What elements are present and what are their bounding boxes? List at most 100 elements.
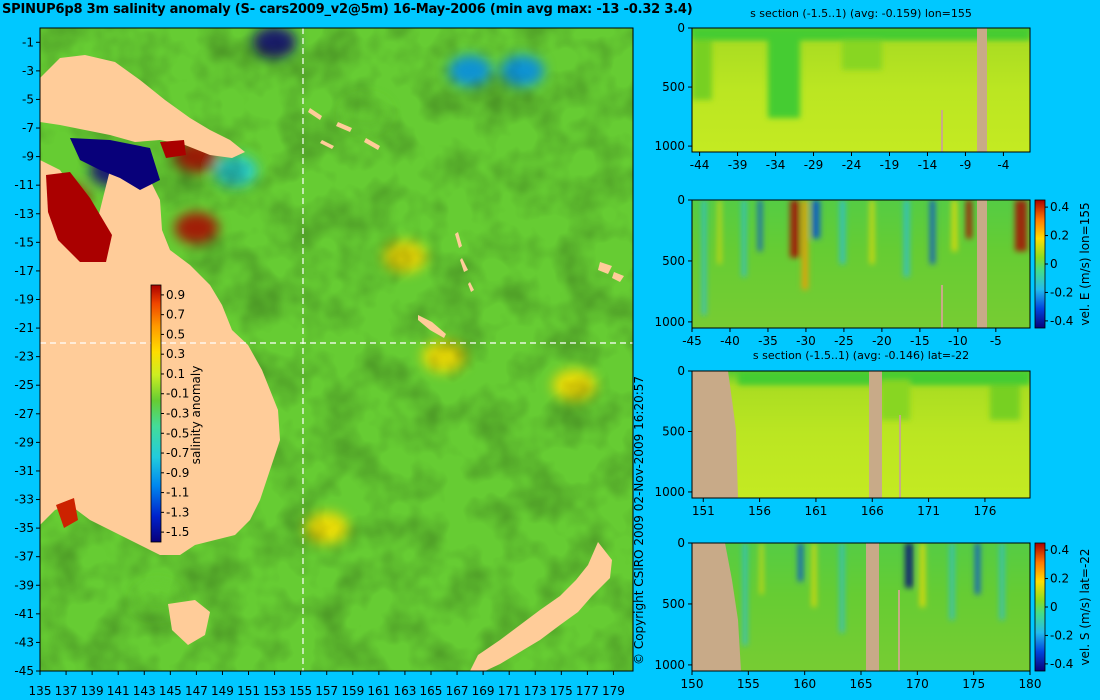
section-velE-lon155-colorbar-tick-label: -0.2	[1050, 285, 1073, 299]
section-velS-lat-22-x-tick-label: 175	[962, 677, 985, 691]
map-y-tick-label: -35	[14, 521, 34, 535]
section-velE-lon155-x-tick-label: -35	[758, 334, 778, 348]
section-velS-lat-22-x-tick-label: 150	[681, 677, 704, 691]
velocity-streak	[758, 200, 762, 252]
tasmania-landmass	[168, 600, 210, 645]
spencer-gulf-high-anomaly	[56, 498, 78, 528]
section-velS-lat-22-panel: 150 155 160 165 170 175 180 0 500 1000 0.4 0.2 0 -0.…	[654, 536, 1092, 691]
velocity-streak	[920, 543, 925, 607]
velocity-streak	[840, 200, 845, 264]
map-colorbar-tick-label: -1.5	[166, 525, 189, 539]
section-velE-lon155-colorbar-tick-label: 0.2	[1050, 229, 1069, 243]
map-panel: 135 137 139 141 143 145 147 149 151 153 155 157 159 1…	[14, 27, 634, 698]
copyright-notice: © Copyright CSIRO 2009 02-Nov-2009 16:20…	[632, 376, 646, 665]
section-salinity-lat-22-frame	[691, 370, 1031, 499]
section-salinity-lat-22-land-strip	[899, 415, 901, 498]
section-velS-colorbar-ticks: 0.4 0.2 0 -0.2 -0.4	[1045, 543, 1073, 671]
map-colorbar-tick-label: -0.9	[166, 466, 189, 480]
map-y-tick-label: -41	[14, 607, 34, 621]
section-salinity-lat-22-land-central	[869, 371, 882, 498]
section-velS-lat-22-x-tick-label: 155	[737, 677, 760, 691]
section-salinity-lon155-land	[977, 28, 987, 152]
new-caledonia-landmass	[418, 315, 446, 338]
gulf-papua-high-anomaly	[160, 140, 186, 158]
map-colorbar-tick-label: -0.5	[166, 426, 189, 440]
map-x-tick-label: 139	[81, 684, 104, 698]
gulf-papua-low-anomaly	[70, 138, 160, 190]
map-x-tick-label: 149	[211, 684, 234, 698]
velocity-streak	[742, 200, 746, 277]
velocity-streak	[1015, 200, 1027, 252]
map-x-tick-label: 163	[393, 684, 416, 698]
map-y-tick-label: -19	[14, 292, 34, 306]
map-x-tick-label: 135	[29, 684, 52, 698]
section-salinity-lon155-panel: s section (-1.5..1) (avg: -0.159) lon=15…	[654, 7, 1031, 172]
section-salinity-lat-22-x-tick-label: 171	[917, 504, 940, 518]
map-x-tick-label: 179	[602, 684, 625, 698]
map-x-tick-label: 153	[263, 684, 286, 698]
section-salinity-lat-22-x-tick-label: 176	[973, 504, 996, 518]
map-colorbar-tick-label: -1.3	[166, 505, 189, 519]
section-velE-lon155-colorbar-tick-label: 0	[1050, 257, 1058, 271]
section-velE-lon155-colorbar-tick-label: 0.4	[1050, 200, 1069, 214]
map-colorbar-tick-label: 0.1	[166, 367, 185, 381]
section-velE-lon155-y-tick-label: 1000	[654, 315, 685, 329]
section-velS-lat-22-colorbar-tick-label: 0	[1050, 600, 1058, 614]
section-velE-lon155-x-tick-label: -15	[910, 334, 930, 348]
gulf-high-anomaly	[46, 172, 112, 262]
velocity-streak	[950, 543, 954, 620]
map-y-tick-label: -15	[14, 235, 34, 249]
velocity-streak	[798, 543, 803, 582]
map-x-tick-label: 137	[55, 684, 78, 698]
section-velE-lon155-y-tick-label: 500	[662, 254, 685, 268]
section-velE-colorbar	[1034, 199, 1046, 329]
map-colorbar-tick-label: -1.1	[166, 486, 189, 500]
section-salinity-lat-22-field	[692, 371, 1030, 498]
velocity-streak	[812, 543, 816, 607]
section-salinity-lon155-x-tick-label: -19	[880, 158, 900, 172]
new-guinea-landmass	[40, 55, 245, 158]
section-salinity-lon155-x-tick-label: -9	[959, 158, 971, 172]
section-velS-lat-22-y-tick-label: 1000	[654, 658, 685, 672]
map-colorbar-gradient	[150, 284, 162, 543]
section-velS-lat-22-land-central	[866, 543, 879, 671]
section-velS-lat-22-x-tick-label: 165	[850, 677, 873, 691]
map-colorbar-tick-label: -0.3	[166, 407, 189, 421]
section-velE-lon155-x-tick-label: -30	[796, 334, 816, 348]
section-velE-lon155-axes: -45 -40 -35 -30 -25 -20 -15 -10 -5 0 500 1000	[654, 193, 1001, 348]
map-colorbar-tick-label: -0.7	[166, 446, 189, 460]
map-y-tick-label: -5	[22, 92, 34, 106]
section-velS-lat-22-land-strip	[898, 590, 900, 671]
section-velE-colorbar-ticks: 0.4 0.2 0 -0.2 -0.4	[1045, 200, 1073, 328]
section-salinity-lat-22-x-tick-label: 161	[804, 504, 827, 518]
section-salinity-lat-22-land-west	[692, 371, 738, 498]
map-y-tick-label: -7	[22, 121, 34, 135]
map-colorbar-tick-label: 0.7	[166, 308, 185, 322]
section-velE-lon155-colorbar-tick-label: -0.4	[1050, 314, 1073, 328]
map-x-tick-label: 167	[446, 684, 469, 698]
map-y-tick-label: -13	[14, 207, 34, 221]
map-colorbar-tick-label: 0.3	[166, 347, 185, 361]
map-colorbar-tick-label: 0.5	[166, 327, 185, 341]
map-y-tick-label: -17	[14, 264, 34, 278]
map-x-tick-label: 151	[237, 684, 260, 698]
velocity-streak	[718, 200, 721, 264]
section-velS-lat-22-x-tick-label: 170	[906, 677, 929, 691]
section-velS-lat-22-colorbar-tick-label: 0.2	[1050, 572, 1069, 586]
section-velE-lon155-land-strip	[941, 285, 943, 328]
velocity-streak	[930, 200, 935, 264]
section-salinity-lat-22-x-tick-label: 166	[861, 504, 884, 518]
section-salinity-lon155-frame	[691, 27, 1031, 153]
velocity-streak	[975, 543, 980, 595]
section-salinity-lon155-x-tick-label: -34	[766, 158, 786, 172]
map-x-tick-label: 159	[341, 684, 364, 698]
map-x-tick-label: 145	[159, 684, 182, 698]
section-salinity-lat-22-x-tick-label: 151	[692, 504, 715, 518]
section-velS-lat-22-colorbar-tick-label: 0.4	[1050, 543, 1069, 557]
map-x-axis: 135 137 139 141 143 145 147 149 151 153 155 157 159 1…	[29, 671, 625, 698]
section-salinity-lon155-land-strip	[941, 110, 943, 152]
section-salinity-lat-22-x-tick-label: 156	[748, 504, 771, 518]
section-salinity-lat-22-panel: s section (-1.5..1) (avg: -0.146) lat=-2…	[654, 349, 1031, 518]
map-x-tick-label: 169	[472, 684, 495, 698]
